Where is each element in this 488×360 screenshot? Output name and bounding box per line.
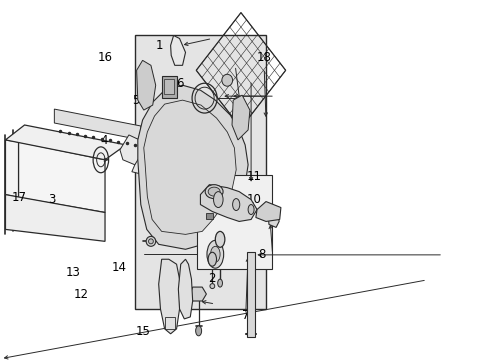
Text: 16: 16: [98, 51, 112, 64]
Bar: [205, 213, 212, 220]
Circle shape: [232, 199, 239, 211]
Polygon shape: [138, 85, 247, 249]
Circle shape: [215, 231, 224, 247]
Circle shape: [208, 252, 216, 266]
Text: 4: 4: [100, 134, 108, 147]
Text: 2: 2: [208, 272, 215, 285]
Text: 15: 15: [136, 325, 151, 338]
Circle shape: [195, 326, 201, 336]
Text: 13: 13: [65, 266, 80, 279]
Polygon shape: [231, 95, 249, 140]
Ellipse shape: [146, 237, 155, 246]
Polygon shape: [200, 185, 257, 221]
Polygon shape: [143, 100, 236, 234]
Bar: [162, 76, 176, 98]
Polygon shape: [5, 125, 125, 160]
Polygon shape: [267, 207, 279, 228]
Ellipse shape: [208, 187, 220, 196]
Polygon shape: [19, 142, 105, 212]
Polygon shape: [5, 195, 105, 241]
Circle shape: [210, 246, 220, 262]
Polygon shape: [5, 140, 19, 198]
Polygon shape: [120, 135, 146, 165]
Circle shape: [213, 192, 223, 207]
Polygon shape: [136, 60, 155, 110]
Polygon shape: [178, 259, 192, 319]
Text: 8: 8: [257, 248, 265, 261]
Polygon shape: [54, 109, 141, 140]
Circle shape: [206, 240, 223, 268]
Polygon shape: [184, 120, 190, 145]
Text: 9: 9: [218, 152, 225, 165]
Text: 1: 1: [156, 39, 163, 52]
Text: 11: 11: [246, 170, 261, 183]
Polygon shape: [190, 287, 206, 301]
Text: 14: 14: [111, 261, 126, 274]
Polygon shape: [157, 165, 170, 192]
Ellipse shape: [148, 239, 153, 244]
Text: 6: 6: [176, 77, 183, 90]
Bar: [197, 175, 271, 269]
Circle shape: [217, 279, 222, 287]
Ellipse shape: [209, 284, 214, 289]
Text: 7: 7: [242, 309, 249, 322]
Ellipse shape: [222, 74, 232, 86]
Polygon shape: [255, 202, 280, 221]
Text: 10: 10: [246, 193, 261, 206]
Polygon shape: [159, 259, 179, 334]
Bar: [246, 252, 255, 337]
Polygon shape: [170, 36, 185, 65]
Text: 17: 17: [12, 191, 27, 204]
Text: 12: 12: [73, 288, 88, 301]
Text: 5: 5: [131, 94, 139, 107]
Circle shape: [247, 204, 254, 215]
Bar: [135, 36, 265, 309]
Bar: [164, 317, 175, 329]
Polygon shape: [132, 150, 159, 175]
Text: 18: 18: [257, 51, 271, 64]
Bar: [163, 79, 174, 94]
Text: 3: 3: [48, 193, 55, 206]
Ellipse shape: [205, 185, 223, 199]
